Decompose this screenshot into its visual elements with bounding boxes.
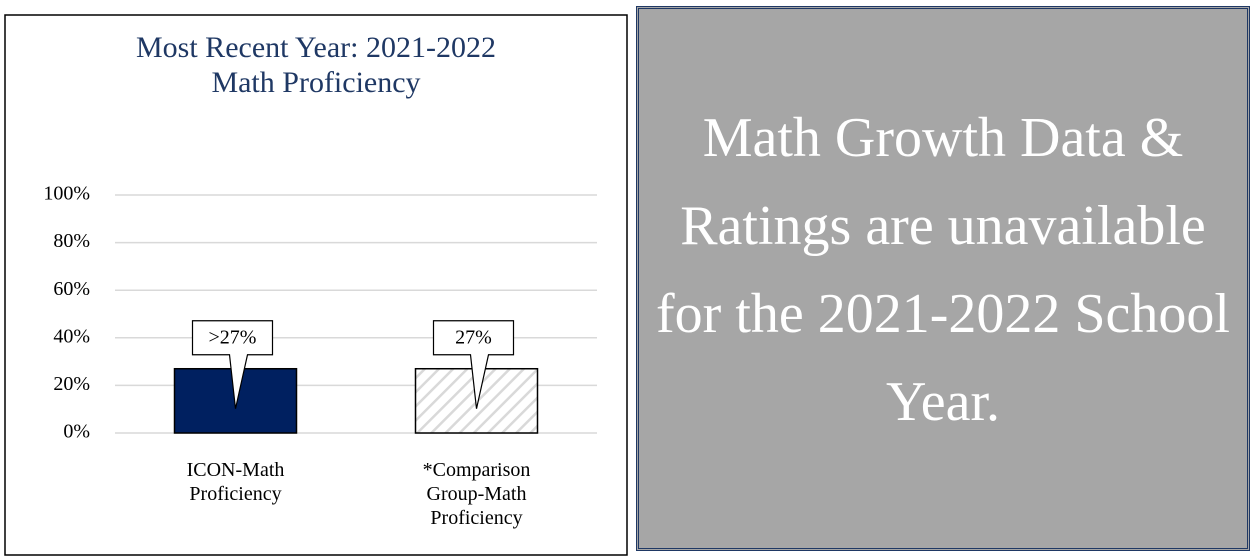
chart-title: Most Recent Year: 2021-2022 <box>136 31 496 64</box>
y-tick-label: 80% <box>53 230 90 252</box>
data-label: >27% <box>209 326 257 348</box>
chart-frame <box>4 14 628 556</box>
notice-panel: Math Growth Data & Ratings are unavailab… <box>636 6 1250 551</box>
data-label-callout <box>191 320 274 409</box>
y-tick-label: 60% <box>53 278 90 300</box>
y-tick-label: 40% <box>53 325 90 347</box>
chart-subtitle: Math Proficiency <box>211 66 421 99</box>
x-tick-label: ICON-Math Proficiency <box>186 459 285 505</box>
notice-text: Math Growth Data & Ratings are unavailab… <box>656 106 1230 433</box>
data-label-callout <box>432 320 515 409</box>
y-tick-label: 20% <box>53 373 90 395</box>
x-tick-label: *Comparison Group-Math Proficiency <box>422 459 531 529</box>
chart-title-block: Most Recent Year: 2021-2022 Math Proficie… <box>101 30 531 100</box>
y-tick-label: 0% <box>63 421 90 443</box>
y-tick-label: 100% <box>43 183 90 205</box>
data-label: 27% <box>455 326 492 348</box>
